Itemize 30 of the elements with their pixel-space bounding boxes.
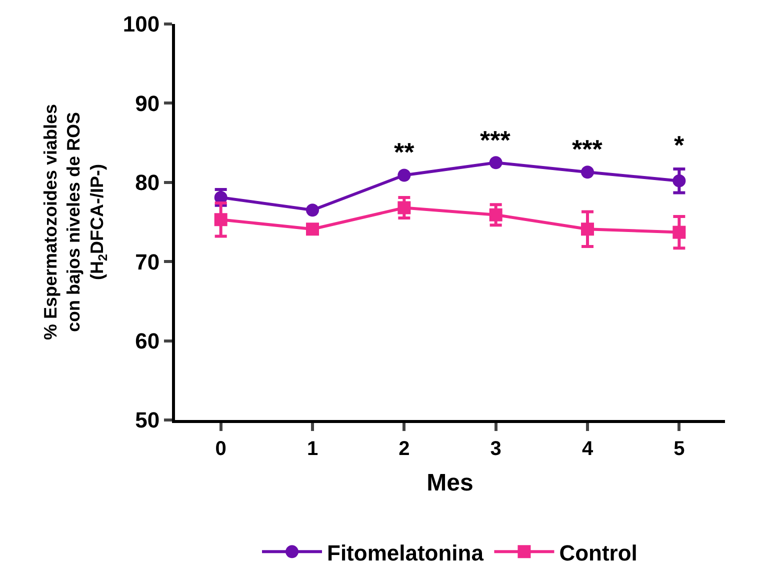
y-tick-label: 70 bbox=[135, 249, 160, 274]
point bbox=[398, 201, 411, 214]
x-tick-label: 1 bbox=[306, 438, 318, 460]
point bbox=[489, 156, 502, 170]
x-tick-label: 2 bbox=[398, 438, 410, 460]
x-tick-label: 3 bbox=[490, 438, 502, 460]
annotation: *** bbox=[572, 134, 604, 164]
x-tick-label: 4 bbox=[582, 438, 594, 460]
legend-label: Control bbox=[559, 540, 638, 566]
y-tick-label: 100 bbox=[122, 12, 160, 37]
point bbox=[306, 204, 319, 217]
point bbox=[672, 174, 686, 188]
y-tick-label: 80 bbox=[135, 170, 160, 196]
annotation: * bbox=[674, 130, 685, 160]
point bbox=[581, 222, 594, 236]
x-tick-label: 0 bbox=[215, 438, 226, 460]
annotation: ** bbox=[394, 137, 416, 167]
y-tick-label: 50 bbox=[135, 408, 160, 433]
x-tick-label: 5 bbox=[674, 438, 685, 460]
point bbox=[672, 226, 686, 239]
point bbox=[306, 222, 319, 236]
point bbox=[398, 168, 411, 182]
point bbox=[489, 208, 502, 222]
legend-label: Fitomelatonina bbox=[327, 540, 484, 566]
y-tick-label: 90 bbox=[135, 90, 160, 116]
point bbox=[581, 166, 594, 179]
annotation: *** bbox=[480, 125, 512, 155]
point bbox=[214, 213, 228, 226]
y-tick-label: 60 bbox=[135, 328, 160, 354]
x-axis-title: Mes bbox=[426, 469, 474, 496]
